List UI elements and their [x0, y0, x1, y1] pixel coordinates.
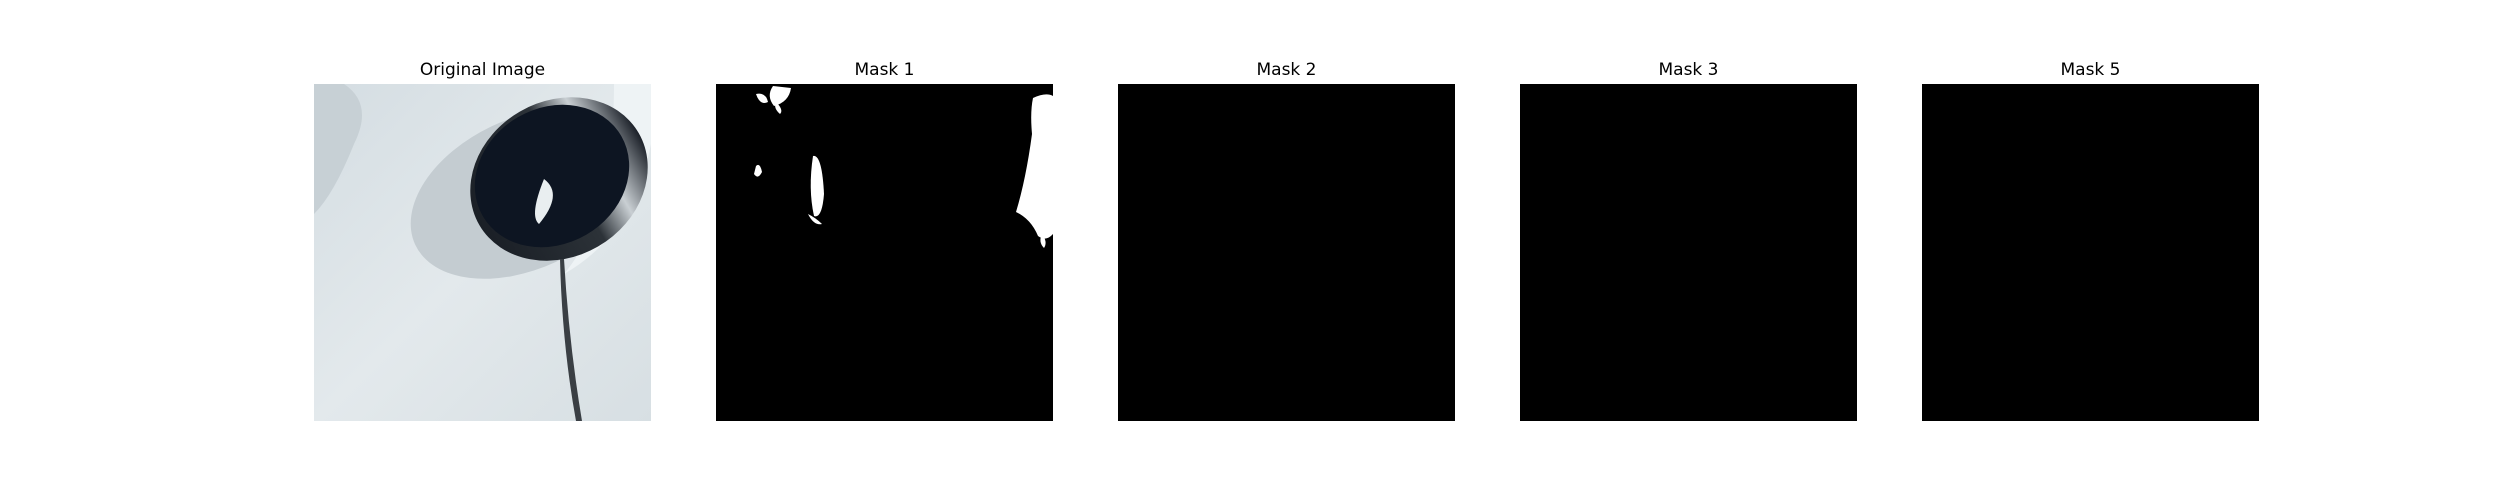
panel-title-mask-2: Mask 2: [1256, 60, 1317, 80]
panel-title-mask-5: Mask 5: [2060, 60, 2121, 80]
cap-glare: [535, 179, 553, 224]
mask-1-blob-center: [810, 155, 824, 217]
original-image-panel: [314, 84, 651, 421]
panel-title-mask-3: Mask 3: [1658, 60, 1719, 80]
mask-1-image: [716, 84, 1053, 421]
panel-title-original-image: Original Image: [419, 60, 546, 80]
panel-title-mask-1: Mask 1: [854, 60, 915, 80]
mask-2-image: [1118, 84, 1455, 421]
mask-3-panel: [1520, 84, 1857, 421]
mask-1-blob-left: [756, 93, 768, 103]
original-photo: [314, 84, 651, 421]
mask-1-panel: [716, 84, 1053, 421]
mask-5-image: [1922, 84, 2259, 421]
mask-5-panel: [1922, 84, 2259, 421]
cap-dark-face: [474, 104, 630, 248]
drip-line: [560, 259, 582, 421]
mask-2-panel: [1118, 84, 1455, 421]
left-shadow: [314, 84, 362, 214]
mask-3-image: [1520, 84, 1857, 421]
mask-1-blob-right: [1016, 94, 1053, 239]
